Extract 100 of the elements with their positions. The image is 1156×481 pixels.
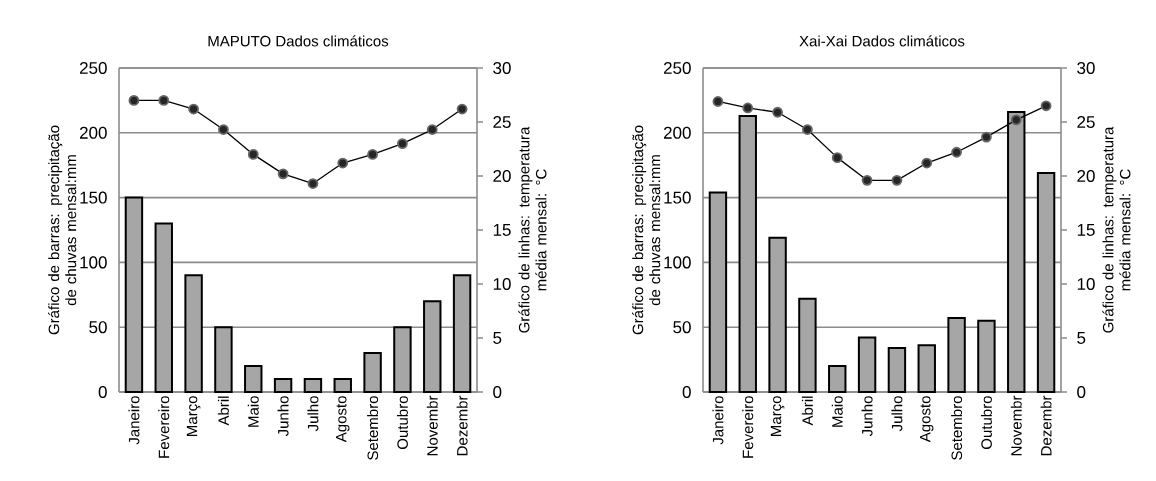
y-tick-label: 150 [664, 191, 691, 204]
y-axis-title: Gráfico de barras: precipitação de chuvas mensal:mm [632, 125, 661, 335]
y2-tick-label: 30 [1077, 61, 1095, 75]
y2-tick-label: 15 [493, 224, 511, 236]
x-tick-label: Setembro [367, 396, 379, 460]
x-tick-label: Janeiro [712, 396, 724, 445]
point [772, 106, 783, 118]
y-tick-label: 200 [79, 126, 107, 139]
x-tick-label: Agosto [336, 396, 350, 443]
bar [887, 346, 907, 393]
y-tick-label: 50 [89, 321, 107, 334]
point [426, 124, 438, 135]
x-tick-label: Dezembr [456, 395, 468, 456]
bar [708, 191, 728, 393]
bar [214, 326, 233, 393]
bar [244, 365, 263, 393]
y2-tick-label: 15 [1077, 224, 1095, 236]
y2-tick-label: 0 [1077, 385, 1086, 399]
y2-tick-label: 0 [493, 385, 502, 399]
y-tick-label: 150 [80, 191, 107, 204]
bar [917, 344, 936, 393]
point [218, 124, 229, 135]
x-tick-label: Abril [217, 396, 229, 426]
y2-axis-title: Gráfico de linhas: temperatura média mensal: °C [518, 126, 547, 333]
point [337, 157, 349, 169]
bar [423, 300, 442, 393]
bar [273, 378, 293, 393]
y-tick-label: 0 [98, 385, 107, 399]
chart-title: MAPUTO Dados climáticos [208, 35, 389, 47]
x-tick-label: Dezembr [1040, 395, 1052, 456]
y2-tick-label: 25 [1077, 115, 1095, 129]
x-tick-label: Junho [277, 396, 289, 437]
point [307, 178, 319, 189]
bar [947, 317, 966, 393]
point [397, 138, 408, 149]
bar [798, 297, 817, 393]
bar [124, 196, 144, 393]
point [712, 96, 724, 107]
point [802, 124, 813, 135]
y-tick-label: 250 [663, 61, 691, 75]
y2-tick-label: 20 [493, 169, 511, 183]
point [831, 152, 843, 164]
x-tick-label: Janeiro [128, 396, 140, 445]
x-tick-label: Fevereiro [158, 396, 170, 458]
bar [154, 222, 173, 393]
bar [857, 336, 877, 393]
x-tick-label: Maio [831, 396, 843, 427]
x-tick-label: Novembr [1010, 395, 1022, 456]
chart-title: Xai-Xai Dados climáticos [799, 35, 965, 47]
x-tick-label: Maio [247, 396, 259, 427]
y2-tick-label: 5 [493, 332, 502, 344]
point [951, 146, 962, 158]
y-tick-label: 0 [682, 385, 691, 399]
x-tick-label: Outubro [396, 396, 408, 450]
y-tick-label: 100 [80, 256, 107, 269]
x-tick-label: Fevereiro [742, 396, 754, 458]
bar [738, 114, 757, 393]
y2-tick-label: 25 [493, 115, 511, 129]
bar [452, 274, 472, 393]
x-tick-label: Abril [801, 396, 813, 426]
point [891, 174, 903, 186]
point [742, 102, 754, 114]
bar [393, 326, 412, 393]
x-tick-label: Novembr [426, 395, 438, 456]
y-tick-label: 50 [673, 321, 691, 334]
point [277, 168, 289, 180]
point [158, 94, 170, 106]
point [367, 148, 378, 160]
bar [363, 352, 382, 393]
bar [303, 378, 323, 393]
bar [333, 378, 352, 393]
bar [828, 365, 847, 393]
x-tick-label: Outubro [980, 396, 992, 450]
y2-tick-label: 10 [1077, 277, 1095, 291]
point [1010, 114, 1022, 126]
point [981, 131, 992, 143]
bar [768, 236, 787, 393]
point [247, 148, 259, 160]
y2-tick-label: 30 [493, 61, 511, 75]
point [128, 94, 140, 106]
point [1040, 100, 1052, 112]
point [456, 103, 468, 115]
y-axis-title: Gráfico de barras: precipitação de chuvas mensal:mm [48, 125, 77, 335]
x-tick-label: Agosto [920, 396, 934, 443]
y-tick-label: 100 [664, 256, 691, 269]
x-tick-label: Março [186, 396, 201, 436]
point [188, 103, 199, 115]
y-tick-label: 250 [79, 61, 107, 75]
y2-tick-label: 10 [493, 277, 511, 291]
x-tick-label: Março [770, 396, 785, 436]
x-tick-label: Junho [861, 396, 873, 437]
y2-axis-title: Gráfico de linhas: temperatura média mensal: °C [1102, 126, 1131, 333]
y2-tick-label: 5 [1077, 332, 1086, 344]
bar [977, 319, 996, 393]
y2-tick-label: 20 [1077, 169, 1095, 183]
bar [184, 274, 203, 393]
y-tick-label: 200 [663, 126, 691, 139]
bar [1036, 171, 1056, 393]
point [861, 174, 873, 186]
x-tick-label: Setembro [951, 396, 963, 460]
